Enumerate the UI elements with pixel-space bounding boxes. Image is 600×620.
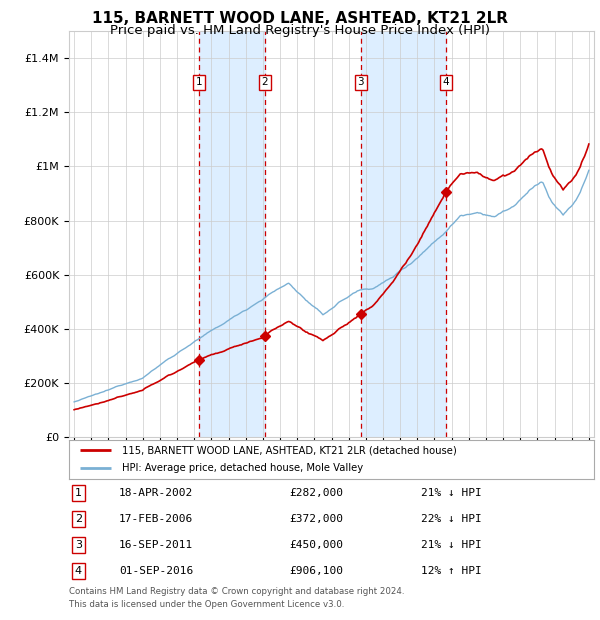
Text: £906,100: £906,100 <box>290 566 343 576</box>
Text: 1: 1 <box>75 488 82 498</box>
Text: £450,000: £450,000 <box>290 540 343 550</box>
Text: This data is licensed under the Open Government Licence v3.0.: This data is licensed under the Open Gov… <box>69 600 344 609</box>
Text: 22% ↓ HPI: 22% ↓ HPI <box>421 514 482 524</box>
Text: 2: 2 <box>75 514 82 524</box>
Text: 01-SEP-2016: 01-SEP-2016 <box>119 566 193 576</box>
Text: 2: 2 <box>262 78 268 87</box>
Bar <box>199 31 265 437</box>
Text: 21% ↓ HPI: 21% ↓ HPI <box>421 488 482 498</box>
Text: 18-APR-2002: 18-APR-2002 <box>119 488 193 498</box>
Text: 3: 3 <box>75 540 82 550</box>
Text: 115, BARNETT WOOD LANE, ASHTEAD, KT21 2LR (detached house): 115, BARNETT WOOD LANE, ASHTEAD, KT21 2L… <box>121 445 456 455</box>
Text: 21% ↓ HPI: 21% ↓ HPI <box>421 540 482 550</box>
Text: Contains HM Land Registry data © Crown copyright and database right 2024.: Contains HM Land Registry data © Crown c… <box>69 587 404 596</box>
Text: 3: 3 <box>358 78 364 87</box>
Text: £372,000: £372,000 <box>290 514 343 524</box>
Text: 17-FEB-2006: 17-FEB-2006 <box>119 514 193 524</box>
Text: £282,000: £282,000 <box>290 488 343 498</box>
Text: 115, BARNETT WOOD LANE, ASHTEAD, KT21 2LR: 115, BARNETT WOOD LANE, ASHTEAD, KT21 2L… <box>92 11 508 26</box>
Bar <box>361 31 446 437</box>
Text: 1: 1 <box>196 78 203 87</box>
Text: 4: 4 <box>75 566 82 576</box>
Text: HPI: Average price, detached house, Mole Valley: HPI: Average price, detached house, Mole… <box>121 463 362 473</box>
Text: 4: 4 <box>443 78 449 87</box>
Text: 12% ↑ HPI: 12% ↑ HPI <box>421 566 482 576</box>
Text: Price paid vs. HM Land Registry's House Price Index (HPI): Price paid vs. HM Land Registry's House … <box>110 24 490 37</box>
Text: 16-SEP-2011: 16-SEP-2011 <box>119 540 193 550</box>
